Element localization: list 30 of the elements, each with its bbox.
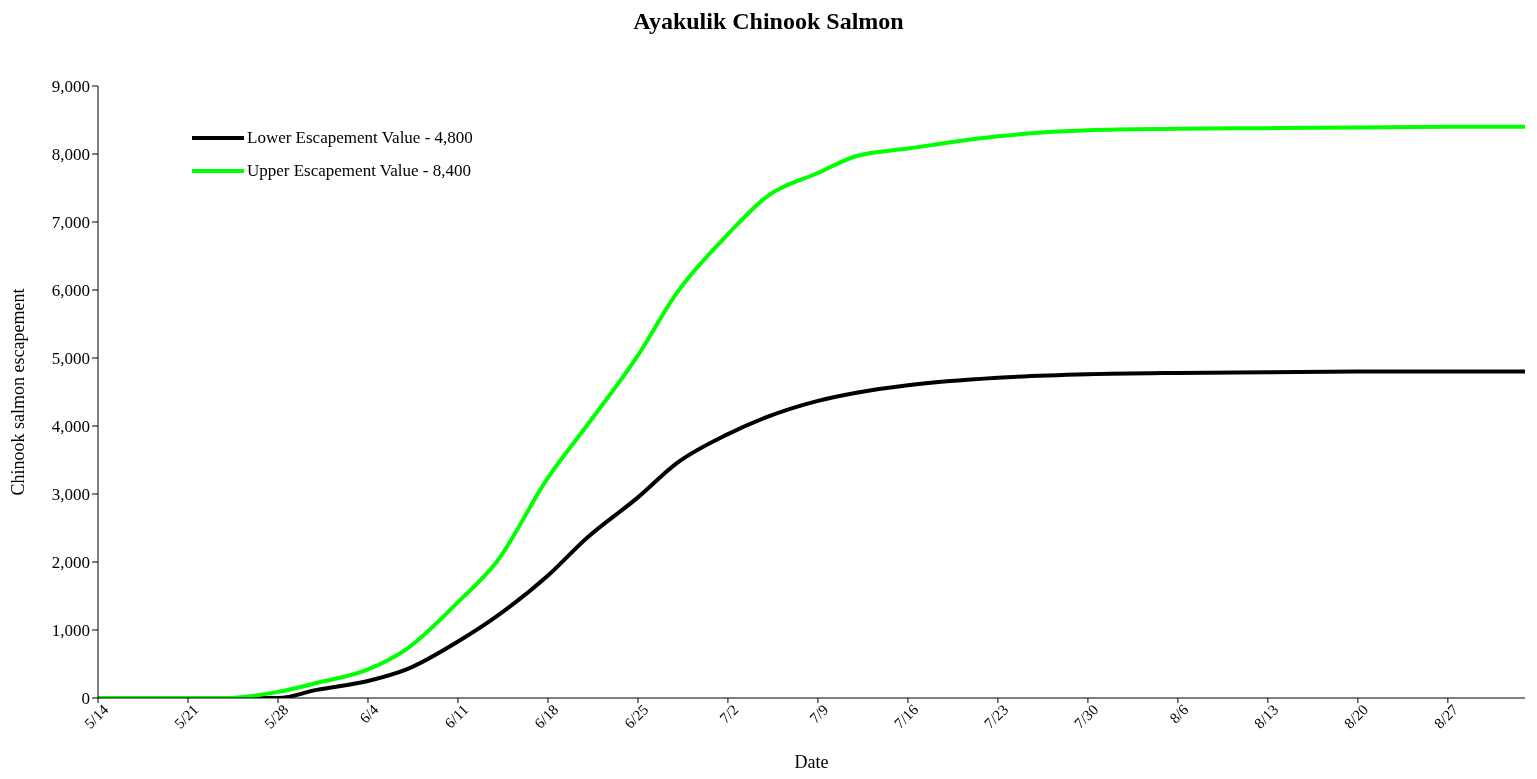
chart-title: Ayakulik Chinook Salmon — [632, 8, 905, 36]
y-tick-label: 5,000 — [51, 349, 90, 369]
y-tick-label: 3,000 — [51, 485, 90, 505]
x-tick-label: 7/23 — [981, 701, 1012, 732]
y-tick-label: 6,000 — [51, 281, 90, 301]
y-tick-label: 8,000 — [51, 145, 90, 165]
x-tick-label: 8/20 — [1341, 701, 1372, 732]
y-tick-label: 4,000 — [51, 417, 90, 437]
y-tick-label: 7,000 — [51, 213, 90, 233]
y-tick-label: 0 — [81, 689, 90, 709]
x-tick-label: 5/28 — [261, 701, 292, 732]
x-tick-label: 8/13 — [1251, 701, 1282, 732]
x-tick-label: 8/27 — [1431, 701, 1462, 732]
y-axis-title: Chinook salmon escapement — [8, 288, 29, 496]
legend-label: Lower Escapement Value - 4,800 — [247, 127, 473, 149]
x-tick-label: 7/2 — [716, 701, 742, 727]
legend-label: Upper Escapement Value - 8,400 — [247, 160, 471, 182]
y-tick-label: 1,000 — [51, 621, 90, 641]
x-axis-title: Date — [794, 752, 829, 772]
y-tick-label: 9,000 — [51, 77, 90, 97]
x-tick-label: 5/21 — [171, 701, 202, 732]
x-tick-label: 6/25 — [621, 701, 652, 732]
x-tick-label: 6/18 — [531, 701, 562, 732]
x-tick-label: 6/4 — [356, 701, 382, 727]
x-tick-label: 7/9 — [806, 701, 832, 727]
x-tick-label: 7/30 — [1071, 701, 1102, 732]
x-tick-label: 8/6 — [1166, 701, 1192, 727]
x-tick-label: 7/16 — [891, 701, 922, 732]
x-tick-label: 6/11 — [441, 701, 472, 732]
y-tick-label: 2,000 — [51, 553, 90, 573]
